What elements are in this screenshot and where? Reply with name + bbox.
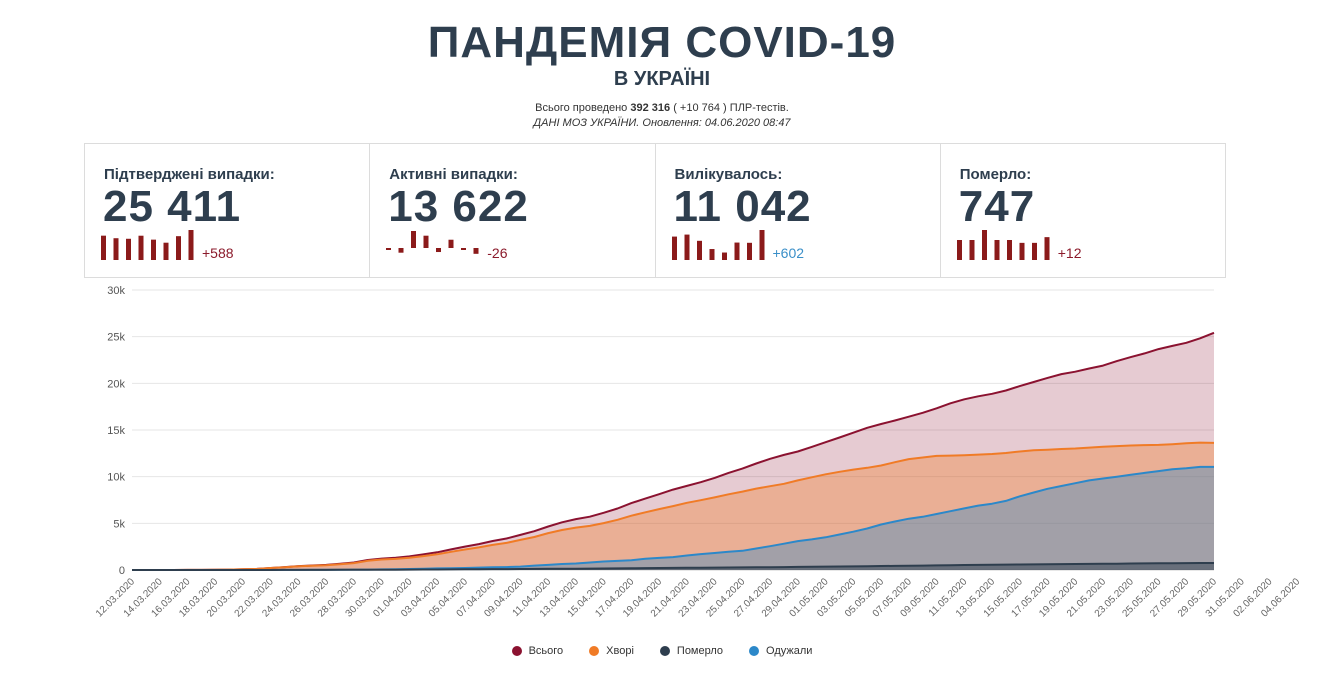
spark-bar (969, 240, 975, 260)
card-value: 747 (958, 182, 1036, 231)
spark-bar (411, 231, 417, 248)
y-tick-label: 10k (107, 472, 125, 484)
card-label: Активні випадки: (389, 166, 518, 183)
spark-bar (981, 230, 987, 260)
series-line-dead (132, 562, 1214, 571)
card-label: Померло: (959, 166, 1032, 183)
spark-bar (696, 240, 702, 260)
spark-bar (721, 252, 727, 260)
tests-delta: ( +10 764 ) (673, 102, 727, 114)
legend-label: Одужали (766, 645, 813, 657)
card-delta: +588 (202, 245, 234, 261)
covid-area-chart: 05k10k15k20k25k30k12.03.202014.03.202016… (94, 285, 1303, 620)
series-line-sick (132, 441, 1215, 571)
card-value: 25 411 (103, 182, 242, 231)
legend-item-recovered[interactable]: Одужали (749, 645, 812, 657)
card-delta: -26 (487, 245, 508, 261)
card-deaths: Померло: 747 +12 (941, 144, 1225, 277)
spark-bar (1006, 240, 1012, 260)
y-tick-label: 15k (107, 425, 125, 437)
card-label: Вилікувалось: (674, 166, 783, 183)
spark-bar (709, 249, 714, 260)
card-active: Активні випадки: 13 622 -26 (370, 144, 656, 277)
card-recovered: Вилікувалось: 11 042 +602 (656, 144, 941, 277)
spark-bar (1019, 242, 1025, 260)
y-tick-label: 30k (107, 285, 125, 297)
legend-dot-total (511, 646, 522, 656)
legend-dot-dead (659, 646, 670, 656)
legend-label: Всього (528, 645, 564, 657)
spark-bar (176, 236, 181, 260)
card-confirmed: Підтверджені випадки: 25 411 +588 (85, 144, 371, 277)
spark-bar (423, 235, 429, 248)
spark-bar (956, 240, 962, 260)
spark-bar (684, 234, 689, 260)
spark-bar (188, 230, 194, 260)
spark-bar (448, 239, 454, 248)
area-dead (132, 563, 1214, 570)
tests-summary: Всього проведено 392 316 ( +10 764 ) ПЛР… (0, 102, 1324, 114)
area-recovered (132, 466, 1214, 570)
tests-total: 392 316 (630, 102, 671, 114)
legend-dot-recovered (749, 646, 760, 656)
spark-bar (138, 235, 144, 260)
legend-label: Хворі (606, 645, 634, 657)
page-subtitle: В УКРАЇНІ (613, 68, 711, 90)
card-sparkline (671, 230, 764, 260)
legend-item-total[interactable]: Всього (511, 645, 564, 657)
card-sparkline (101, 230, 194, 260)
area-total (132, 332, 1214, 570)
data-source-note: ДАНІ МОЗ УКРАЇНИ. Оновлення: 04.06.2020 … (533, 117, 791, 129)
tests-suffix: ПЛР-тестів. (729, 102, 789, 114)
chart-legend: Всього Хворі Померло Одужали (0, 645, 1324, 657)
spark-bar (734, 242, 739, 260)
legend-label: Померло (676, 645, 724, 657)
spark-bar (461, 248, 467, 250)
card-delta: +12 (1057, 245, 1082, 261)
legend-item-dead[interactable]: Померло (659, 645, 724, 657)
y-tick-label: 25k (107, 332, 125, 344)
spark-bar (113, 238, 119, 260)
page-title: ПАНДЕМІЯ COVID-19 (427, 18, 897, 67)
spark-bar (386, 248, 392, 250)
spark-bar (746, 242, 752, 260)
card-value: 11 042 (673, 182, 812, 231)
legend-dot-sick (589, 646, 600, 656)
tests-prefix: Всього проведено (535, 102, 628, 114)
spark-bar (1031, 242, 1037, 260)
stats-cards: Підтверджені випадки: 25 411 +588 Активн… (84, 143, 1226, 278)
card-value: 13 622 (388, 182, 529, 231)
spark-bar (994, 240, 1000, 260)
spark-bar (163, 242, 169, 260)
spark-bar (398, 248, 404, 253)
card-sparkline (386, 231, 479, 254)
card-label: Підтверджені випадки: (104, 166, 275, 183)
spark-bar (101, 235, 106, 260)
legend-item-sick[interactable]: Хворі (589, 645, 634, 657)
card-sparkline (956, 230, 1050, 260)
spark-bar (473, 248, 479, 254)
card-delta: +602 (772, 245, 805, 261)
spark-bar (126, 238, 131, 260)
y-tick-label: 0 (119, 565, 125, 577)
y-tick-label: 20k (107, 378, 125, 390)
spark-bar (671, 236, 677, 260)
spark-bar (759, 230, 764, 260)
spark-bar (151, 239, 156, 260)
spark-bar (1044, 237, 1050, 260)
spark-bar (436, 248, 442, 253)
y-tick-label: 5k (113, 518, 125, 530)
